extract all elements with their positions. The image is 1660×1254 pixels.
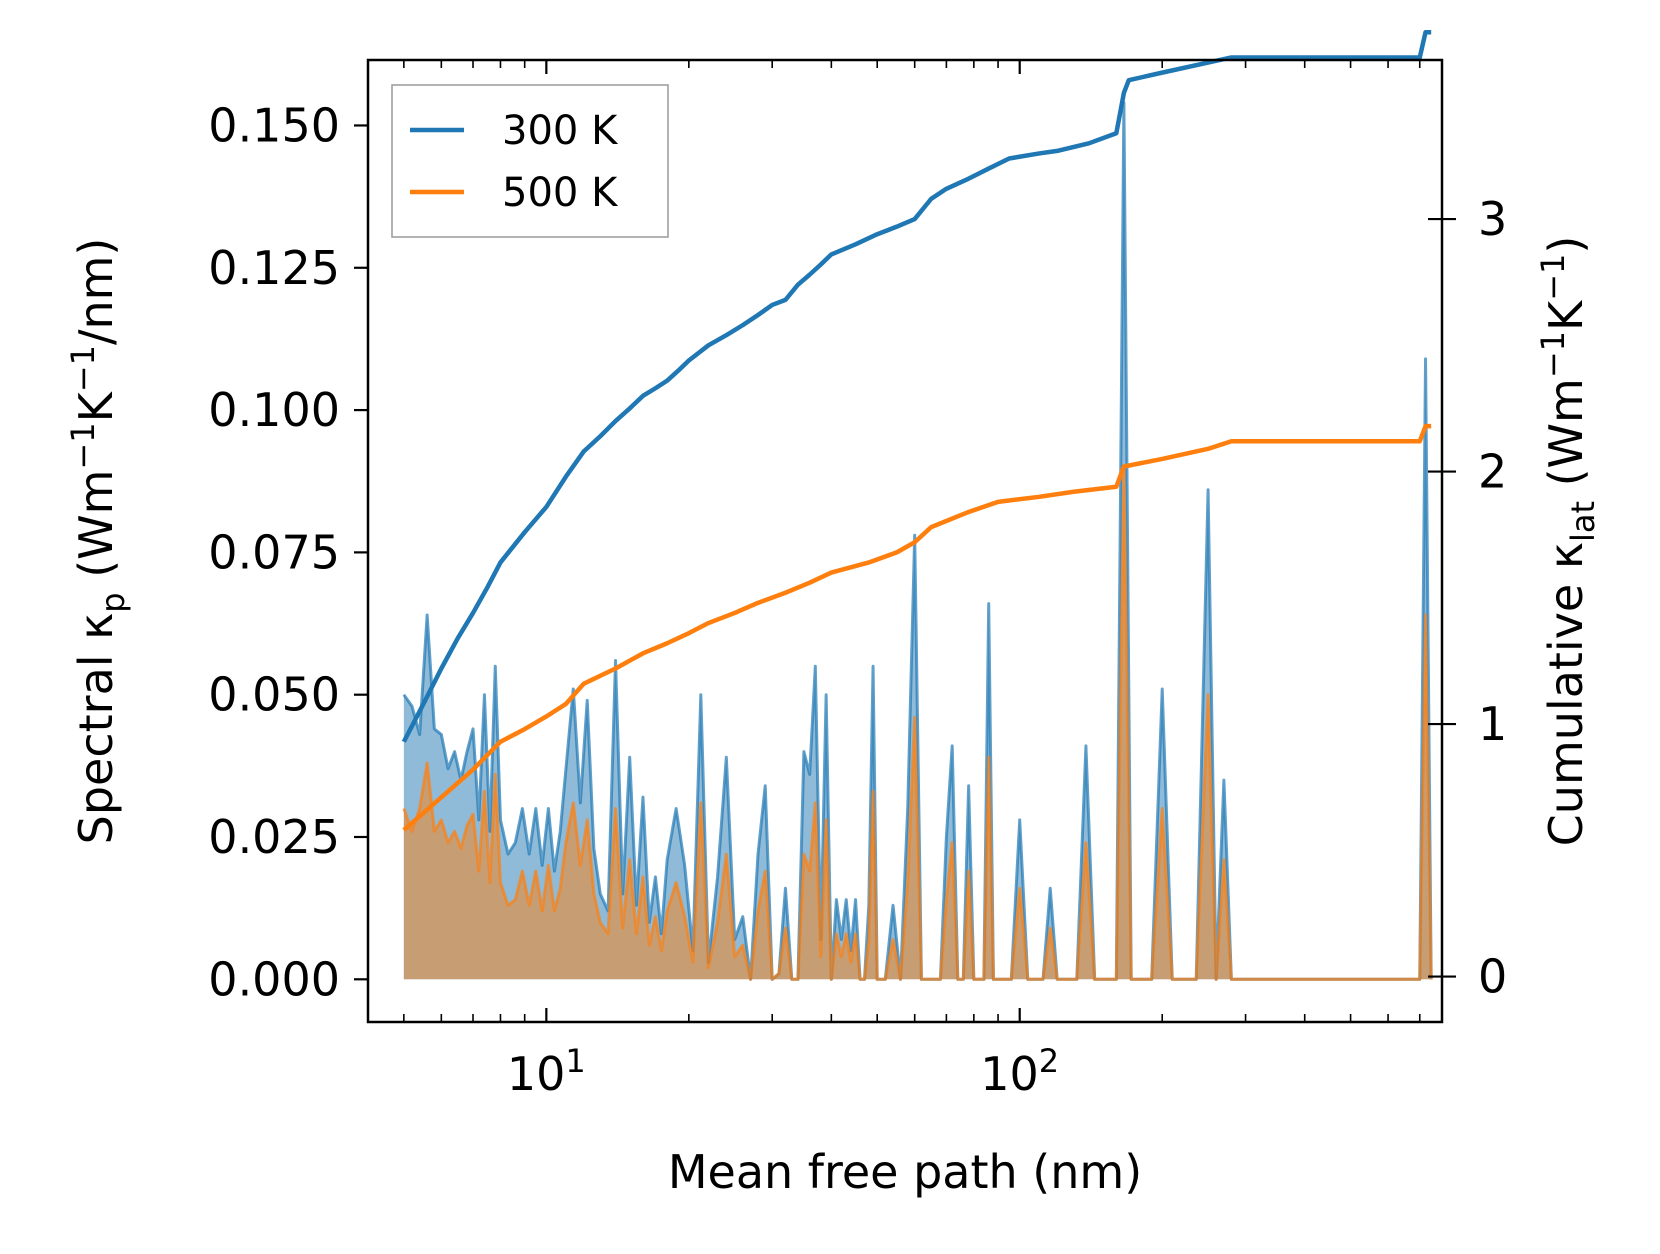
y-left-tick-label: 0.000 (208, 952, 340, 1006)
y-left-tick-label: 0.100 (208, 383, 340, 437)
y-left-tick-label: 0.025 (208, 810, 340, 864)
y-left-tick-label: 0.050 (208, 668, 340, 722)
cumulative-line-500-k (402, 423, 1432, 832)
y-right-tick-label: 0 (1478, 950, 1507, 1004)
x-axis-label: Mean free path (nm) (668, 1145, 1142, 1199)
legend-label-500-k: 500 K (502, 170, 619, 216)
axes (366, 58, 1444, 1024)
legend-box (391, 84, 669, 238)
ticks (354, 60, 1456, 1022)
500-k-spectral-line (402, 465, 1433, 981)
y-right-tick-label: 3 (1478, 192, 1507, 246)
plot-frame (366, 58, 1444, 1024)
axis-labels: 101 1020.0000.0250.0500.0750.1000.1250.15… (64, 98, 1602, 1199)
cumulative-lines (401, 29, 1432, 832)
y-left-tick-label: 0.075 (208, 525, 340, 579)
y-right-tick-label: 1 (1478, 697, 1507, 751)
y-left-tick-label: 0.150 (208, 98, 340, 152)
x-tick-label: 102 (980, 1042, 1059, 1101)
cumulative-line-300-k (401, 29, 1432, 743)
spectral-lines (402, 101, 1433, 981)
y-left-tick-label: 0.125 (208, 241, 340, 295)
legend: 300 K 500 K (391, 84, 669, 238)
x-tick-label: 101 (507, 1042, 586, 1101)
y-left-axis-label: Spectral κp (Wm−1K−1/nm) (64, 238, 132, 845)
legend-label-300-k: 300 K (502, 108, 619, 154)
y-right-tick-label: 2 (1478, 445, 1507, 499)
y-right-axis-label: Cumulative κlat (Wm−1K−1) (1534, 236, 1602, 847)
300-k-spectral-line (402, 101, 1433, 981)
